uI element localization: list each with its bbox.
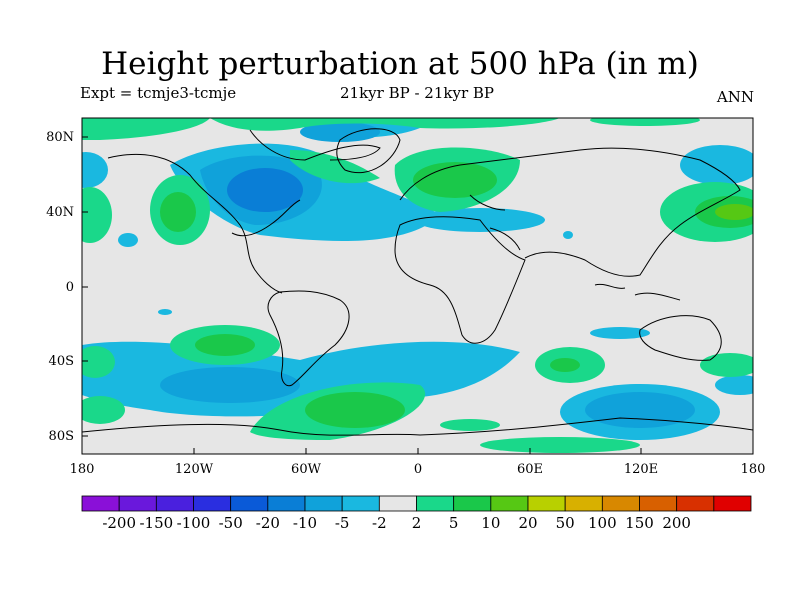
coastline-eurasia	[399, 147, 741, 277]
contour-region	[480, 437, 640, 453]
colorbar-swatch	[564, 495, 603, 512]
colorbar-swatch	[155, 495, 194, 512]
lat-tick-label: 40S	[49, 354, 74, 369]
colorbar-swatch	[676, 495, 715, 512]
positive-anomaly-contours	[82, 118, 753, 453]
contour-region	[195, 334, 255, 356]
lon-tick-label: 180	[70, 462, 95, 477]
colorbar-swatches	[81, 495, 752, 512]
colorbar-swatch	[601, 495, 640, 512]
experiment-label: Expt = tcmje3-tcmje	[80, 84, 237, 102]
contour-region	[585, 392, 695, 428]
lon-tick-label: 120W	[175, 462, 214, 477]
contour-region	[440, 419, 500, 431]
colorbar-labels: -200 -150 -100 -50 -20 -10 -5 -2 2 5 10 20 50 100 150 2…	[102, 514, 691, 532]
colorbar-label: 50	[556, 514, 575, 532]
contour-region	[715, 204, 753, 220]
contour-region	[305, 392, 405, 428]
contour-region	[82, 346, 115, 378]
colorbar-label: -200	[102, 514, 136, 532]
colorbar-swatch	[416, 495, 455, 512]
colorbar-swatch	[378, 495, 417, 512]
contour-region	[158, 309, 172, 315]
colorbar-swatch	[81, 495, 120, 512]
period-label: 21kyr BP - 21kyr BP	[340, 84, 495, 102]
contour-region	[82, 187, 112, 243]
coastlines	[82, 128, 753, 436]
lon-tick-label: 180	[741, 462, 766, 477]
contour-region	[563, 231, 573, 239]
colorbar-label: -150	[139, 514, 173, 532]
contour-region	[82, 152, 108, 188]
season-label: ANN	[716, 88, 754, 106]
contour-region	[160, 367, 300, 403]
lon-tick-label: 0	[414, 462, 422, 477]
contour-region	[210, 118, 560, 131]
coastline-australia	[639, 315, 722, 361]
colorbar-label: 5	[449, 514, 459, 532]
colorbar-swatch	[527, 495, 566, 512]
colorbar-swatch	[490, 495, 529, 512]
contour-region	[290, 150, 380, 184]
coastline-canada-north	[249, 129, 381, 161]
lon-tick-label: 120E	[624, 462, 658, 477]
contour-region	[413, 162, 497, 198]
contour-region	[715, 375, 753, 395]
colorbar-swatch	[341, 495, 380, 512]
latitude-axis: 80N 40N 0 40S 80S	[46, 130, 88, 444]
colorbar-swatch	[304, 495, 343, 512]
colorbar-label: -20	[256, 514, 280, 532]
contour-region	[680, 145, 753, 185]
contour-region	[590, 327, 650, 339]
coastline-africa	[394, 216, 526, 344]
coastline-greenland	[336, 128, 401, 174]
map-plot-area	[82, 118, 753, 454]
contour-region	[550, 358, 580, 372]
colorbar-swatch	[193, 495, 232, 512]
colorbar-label: 2	[412, 514, 422, 532]
colorbar-label: -5	[335, 514, 350, 532]
lat-tick-label: 40N	[46, 205, 74, 220]
lon-tick-label: 60E	[517, 462, 543, 477]
contour-region	[82, 396, 125, 424]
colorbar-label: 10	[481, 514, 500, 532]
colorbar-swatch	[118, 495, 157, 512]
contour-region	[227, 168, 303, 212]
map-title: Height perturbation at 500 hPa (in m)	[101, 46, 699, 82]
lat-tick-label: 80S	[49, 429, 74, 444]
colorbar-label: 100	[588, 514, 617, 532]
colorbar-label: -2	[372, 514, 387, 532]
colorbar-label: 200	[662, 514, 691, 532]
colorbar-swatch	[267, 495, 306, 512]
coastline-maritime-continent	[594, 283, 681, 301]
contour-region	[82, 118, 210, 140]
lat-tick-label: 80N	[46, 130, 74, 145]
colorbar-label: -10	[293, 514, 317, 532]
contour-region	[590, 118, 700, 126]
longitude-axis: 180 120W 60W 0 60E 120E 180	[70, 448, 766, 477]
contour-region	[700, 353, 753, 377]
colorbar-label: 20	[518, 514, 537, 532]
colorbar-label: -50	[219, 514, 243, 532]
colorbar-swatch	[453, 495, 492, 512]
colorbar-swatch	[639, 495, 678, 512]
lat-tick-label: 0	[66, 280, 74, 295]
contour-region	[160, 192, 196, 232]
contour-region	[300, 122, 380, 142]
colorbar-swatch	[230, 495, 269, 512]
coastline-north-america	[107, 153, 301, 294]
coastline-south-america	[267, 290, 350, 387]
colorbar-label: 150	[625, 514, 654, 532]
coastline-antarctica	[82, 417, 753, 436]
colorbar: -200 -150 -100 -50 -20 -10 -5 -2 2 5 10 20 50 100 150 2…	[81, 495, 752, 532]
lon-tick-label: 60W	[291, 462, 322, 477]
colorbar-swatch	[713, 495, 752, 512]
colorbar-label: -100	[177, 514, 211, 532]
contour-region	[118, 233, 138, 247]
